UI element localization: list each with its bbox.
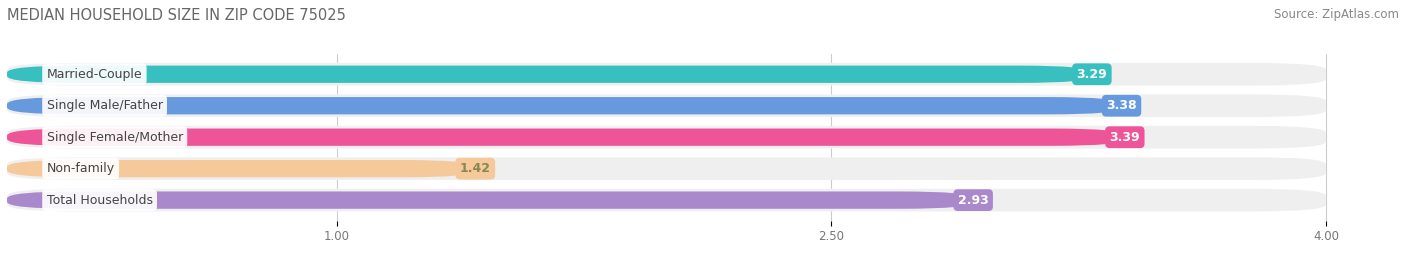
Text: Source: ZipAtlas.com: Source: ZipAtlas.com [1274,8,1399,21]
Text: Total Households: Total Households [46,194,153,207]
FancyBboxPatch shape [7,157,1326,180]
FancyBboxPatch shape [7,66,1092,83]
FancyBboxPatch shape [7,189,1326,211]
FancyBboxPatch shape [7,97,1122,114]
FancyBboxPatch shape [7,160,475,177]
Text: 3.39: 3.39 [1109,131,1140,144]
Text: Single Male/Father: Single Male/Father [46,99,163,112]
Text: Married-Couple: Married-Couple [46,68,142,81]
FancyBboxPatch shape [7,129,1125,146]
Text: 2.93: 2.93 [957,194,988,207]
Text: 1.42: 1.42 [460,162,491,175]
Text: 3.29: 3.29 [1077,68,1108,81]
FancyBboxPatch shape [7,94,1326,117]
FancyBboxPatch shape [7,126,1326,148]
Text: Single Female/Mother: Single Female/Mother [46,131,183,144]
Text: 3.38: 3.38 [1107,99,1137,112]
FancyBboxPatch shape [7,192,973,209]
FancyBboxPatch shape [7,63,1326,86]
Text: Non-family: Non-family [46,162,115,175]
Text: MEDIAN HOUSEHOLD SIZE IN ZIP CODE 75025: MEDIAN HOUSEHOLD SIZE IN ZIP CODE 75025 [7,8,346,23]
